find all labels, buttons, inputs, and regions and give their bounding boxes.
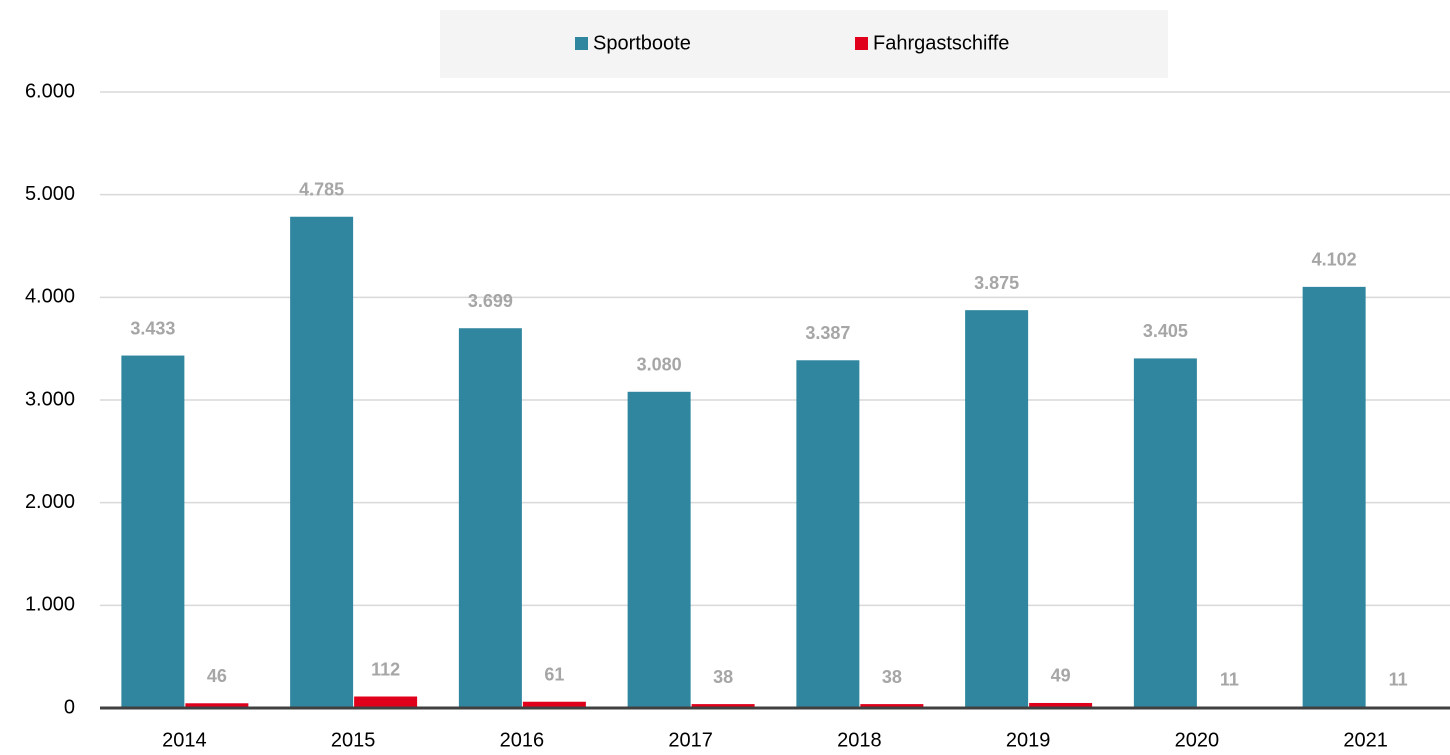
y-tick-label: 2.000: [25, 491, 75, 513]
bar: [1029, 702, 1093, 708]
y-tick-label: 6.000: [25, 80, 75, 102]
data-label: 3.080: [637, 355, 682, 375]
bar: [1302, 286, 1366, 708]
data-label: 3.875: [974, 273, 1019, 293]
data-label: 38: [882, 667, 902, 687]
legend-swatch: [575, 37, 588, 50]
y-tick-label: 0: [64, 696, 75, 718]
data-label: 49: [1051, 666, 1071, 686]
legend-label: Sportboote: [593, 32, 691, 54]
x-tick-label: 2016: [500, 729, 545, 751]
x-tick-label: 2020: [1175, 729, 1220, 751]
bar: [691, 704, 755, 708]
x-tick-label: 2018: [837, 729, 882, 751]
y-tick-label: 4.000: [25, 286, 75, 308]
bar: [627, 391, 691, 708]
data-label: 112: [371, 659, 400, 679]
data-label: 3.387: [805, 323, 850, 343]
data-label: 3.699: [468, 291, 513, 311]
y-tick-label: 1.000: [25, 594, 75, 616]
data-label: 38: [713, 667, 733, 687]
data-label: 4.785: [299, 179, 344, 199]
bar: [290, 216, 354, 709]
bar: [354, 696, 418, 708]
data-label: 11: [1389, 670, 1408, 690]
x-tick-label: 2015: [331, 729, 376, 751]
data-label: 11: [1220, 670, 1239, 690]
bar: [185, 703, 249, 708]
data-label: 4.102: [1312, 250, 1357, 270]
bar: [860, 704, 924, 708]
x-tick-label: 2017: [668, 729, 713, 751]
x-tick-label: 2019: [1006, 729, 1051, 751]
legend-label: Fahrgastschiffe: [873, 32, 1009, 54]
bar: [121, 355, 185, 708]
bar: [458, 328, 522, 708]
x-tick-label: 2021: [1343, 729, 1388, 751]
x-tick-label: 2014: [162, 729, 207, 751]
bar: [965, 310, 1029, 708]
data-label: 46: [207, 666, 227, 686]
bar: [522, 701, 586, 708]
data-label: 3.405: [1143, 321, 1188, 341]
data-label: 61: [544, 664, 564, 684]
legend-swatch: [855, 37, 868, 50]
y-tick-label: 5.000: [25, 183, 75, 205]
data-label: 3.433: [130, 318, 175, 338]
bar: [1133, 358, 1197, 708]
bar: [796, 360, 860, 708]
y-tick-label: 3.000: [25, 388, 75, 410]
legend-box: [440, 10, 1168, 78]
